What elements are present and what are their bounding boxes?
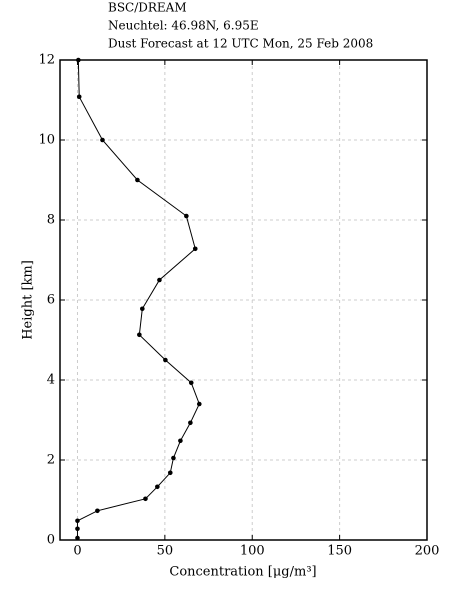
data-point: [100, 137, 105, 143]
x-axis-label: Concentration [μg/m³]: [169, 565, 316, 580]
data-point: [167, 470, 173, 476]
y-tick-label: 12: [38, 53, 55, 68]
y-tick-label: 0: [47, 533, 55, 548]
data-point: [196, 401, 202, 407]
y-tick-label: 4: [47, 373, 55, 388]
x-tick-label: 50: [157, 544, 174, 559]
data-point: [163, 357, 168, 363]
x-tick-label: 100: [240, 544, 265, 559]
data-point: [76, 57, 81, 63]
data-point: [188, 420, 193, 426]
data-point: [135, 177, 140, 183]
data-point: [143, 496, 148, 502]
data-point: [155, 484, 160, 490]
data-point: [192, 246, 198, 252]
data-point: [184, 213, 189, 219]
y-tick-label: 8: [47, 213, 55, 228]
data-point: [157, 277, 162, 283]
x-tick-label: 200: [415, 544, 440, 559]
data-point: [76, 94, 82, 100]
data-point: [137, 332, 142, 338]
title-line: Dust Forecast at 12 UTC Mon, 25 Feb 2008: [108, 37, 373, 51]
y-tick-label: 6: [47, 293, 55, 308]
data-point: [178, 438, 183, 444]
title-line: BSC/DREAM: [108, 1, 187, 15]
y-tick-label: 2: [47, 453, 55, 468]
data-point: [171, 455, 176, 461]
profile-line: [76, 59, 200, 538]
x-tick-label: 150: [327, 544, 352, 559]
data-point: [75, 518, 80, 524]
title-line: Neuchtel: 46.98N, 6.95E: [108, 19, 259, 33]
data-point: [188, 380, 194, 386]
y-tick-label: 10: [38, 133, 55, 148]
data-point: [95, 508, 100, 514]
plot-frame: [59, 59, 428, 541]
data-point: [75, 535, 80, 541]
data-point: [140, 306, 145, 312]
x-tick-label: 0: [73, 544, 81, 559]
data-point: [75, 526, 80, 532]
y-axis-label: Height [km]: [21, 260, 36, 340]
